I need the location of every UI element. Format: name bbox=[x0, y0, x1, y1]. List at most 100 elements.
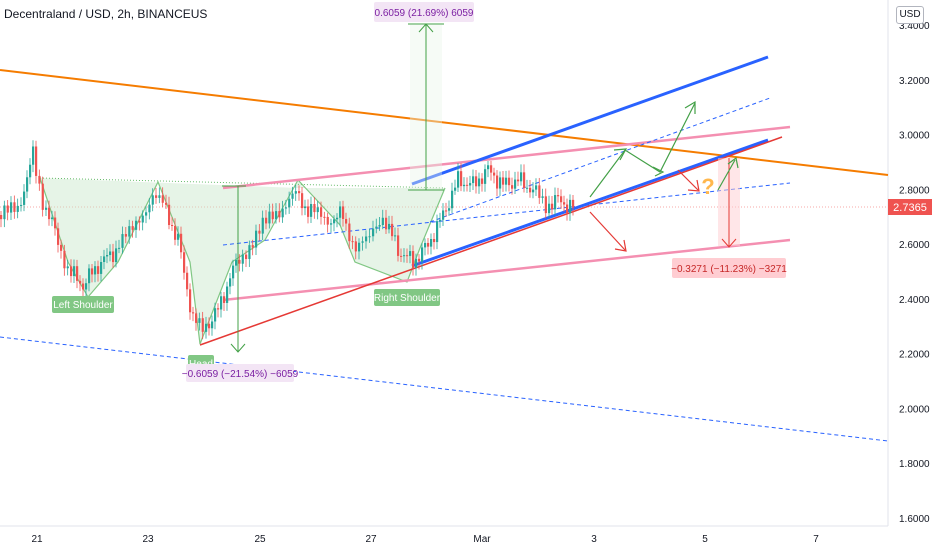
candle-body bbox=[45, 207, 48, 210]
candle-body bbox=[490, 165, 493, 173]
blue-channel-upper[interactable] bbox=[411, 55, 769, 186]
candle-body bbox=[3, 205, 6, 220]
candle-body bbox=[307, 206, 310, 217]
candle-body bbox=[201, 318, 204, 332]
candle-body bbox=[177, 233, 180, 240]
candle-body bbox=[268, 211, 271, 224]
pink-upper-line[interactable] bbox=[222, 125, 791, 190]
candle-body bbox=[284, 207, 288, 209]
candle-body bbox=[368, 236, 371, 238]
candle-body bbox=[409, 251, 412, 256]
x-tick-label: 3 bbox=[591, 534, 597, 545]
candle-body bbox=[372, 228, 375, 237]
candle-body bbox=[76, 266, 79, 281]
candle-body bbox=[351, 241, 354, 243]
candle-body bbox=[151, 195, 154, 205]
candle-body bbox=[255, 230, 258, 248]
red-support-line[interactable] bbox=[199, 136, 783, 346]
candle-body bbox=[316, 207, 319, 213]
y-tick-label: 1.6000 bbox=[899, 514, 930, 525]
candle-body bbox=[451, 190, 454, 209]
candle-body bbox=[258, 230, 261, 234]
y-tick-label: 2.2000 bbox=[899, 350, 930, 361]
candle-body bbox=[220, 296, 223, 310]
price-axis[interactable] bbox=[888, 0, 932, 550]
chart-title: Decentraland / USD, 2h, BINANCEUS bbox=[4, 7, 208, 21]
currency-button[interactable]: USD bbox=[896, 6, 924, 24]
candle-body bbox=[238, 259, 241, 264]
candle-body bbox=[158, 195, 161, 198]
candle-body bbox=[430, 239, 433, 247]
candle-body bbox=[174, 225, 177, 240]
candle-body bbox=[195, 313, 198, 323]
candles-group bbox=[0, 140, 575, 340]
green-arrowhead-1 bbox=[613, 148, 628, 161]
candle-body bbox=[88, 268, 91, 284]
candle-body bbox=[320, 207, 323, 217]
candle-body bbox=[442, 210, 445, 220]
x-tick-label: 21 bbox=[31, 534, 43, 545]
candle-body bbox=[208, 323, 211, 329]
measure-target-label: −0.3271 (−11.23%) −3271 bbox=[671, 264, 787, 275]
candle-body bbox=[436, 221, 439, 243]
blue-dashed-upper bbox=[429, 97, 771, 223]
candle-body bbox=[235, 259, 238, 266]
candle-body bbox=[472, 176, 475, 184]
candle-body bbox=[85, 283, 88, 290]
candle-body bbox=[566, 204, 569, 214]
candle-body bbox=[183, 252, 186, 273]
candle-body bbox=[388, 223, 391, 230]
measure-target-arrowhead bbox=[721, 238, 737, 248]
x-axis-ticks: 21 23 25 27 Mar 3 5 7 bbox=[31, 534, 819, 545]
measure-down-arrowhead bbox=[230, 343, 246, 353]
blue-dashed-support[interactable] bbox=[0, 336, 889, 442]
candle-body bbox=[394, 235, 397, 237]
candle-body bbox=[161, 195, 164, 203]
candle-body bbox=[245, 254, 248, 260]
candle-body bbox=[229, 278, 232, 287]
candle-body bbox=[57, 228, 60, 245]
candle-body bbox=[124, 234, 127, 237]
candle-body bbox=[109, 251, 112, 256]
candle-body bbox=[548, 203, 551, 214]
candle-body bbox=[532, 189, 535, 193]
candle-body bbox=[535, 185, 538, 190]
candle-body bbox=[400, 255, 403, 257]
candle-body bbox=[91, 268, 94, 275]
candle-body bbox=[313, 204, 316, 213]
candle-body bbox=[526, 187, 529, 189]
candle-body bbox=[342, 206, 345, 219]
candle-body bbox=[60, 244, 63, 251]
candle-body bbox=[385, 217, 388, 230]
candle-body bbox=[345, 218, 348, 224]
candle-body bbox=[466, 184, 469, 186]
green-arrowhead-4 bbox=[727, 156, 739, 169]
green-scenario-path-2 bbox=[717, 159, 736, 191]
green-arrowhead-2 bbox=[652, 166, 665, 177]
candle-body bbox=[70, 266, 73, 277]
candle-body bbox=[63, 250, 66, 269]
blue-channel-lower[interactable] bbox=[411, 138, 769, 268]
candle-body bbox=[148, 204, 151, 213]
left-shoulder-label: Left Shoulder bbox=[53, 300, 113, 311]
candle-body bbox=[97, 266, 100, 274]
candle-body bbox=[381, 217, 384, 226]
y-tick-label: 3.4000 bbox=[899, 21, 930, 32]
candle-body bbox=[502, 177, 505, 185]
candle-body bbox=[41, 183, 44, 210]
candle-body bbox=[569, 199, 572, 214]
orange-trendline[interactable] bbox=[0, 69, 889, 176]
left-shoulder-badge bbox=[52, 296, 114, 313]
y-tick-label: 2.0000 bbox=[899, 404, 930, 415]
candle-body bbox=[439, 219, 442, 222]
candle-body bbox=[32, 146, 35, 165]
candle-body bbox=[415, 258, 418, 268]
candle-body bbox=[481, 178, 484, 184]
candle-body bbox=[378, 225, 381, 227]
candle-body bbox=[100, 261, 103, 274]
candle-body bbox=[493, 172, 496, 176]
candle-body bbox=[54, 217, 57, 229]
pink-lower-line[interactable] bbox=[222, 238, 791, 302]
right-shoulder-badge bbox=[374, 289, 440, 306]
